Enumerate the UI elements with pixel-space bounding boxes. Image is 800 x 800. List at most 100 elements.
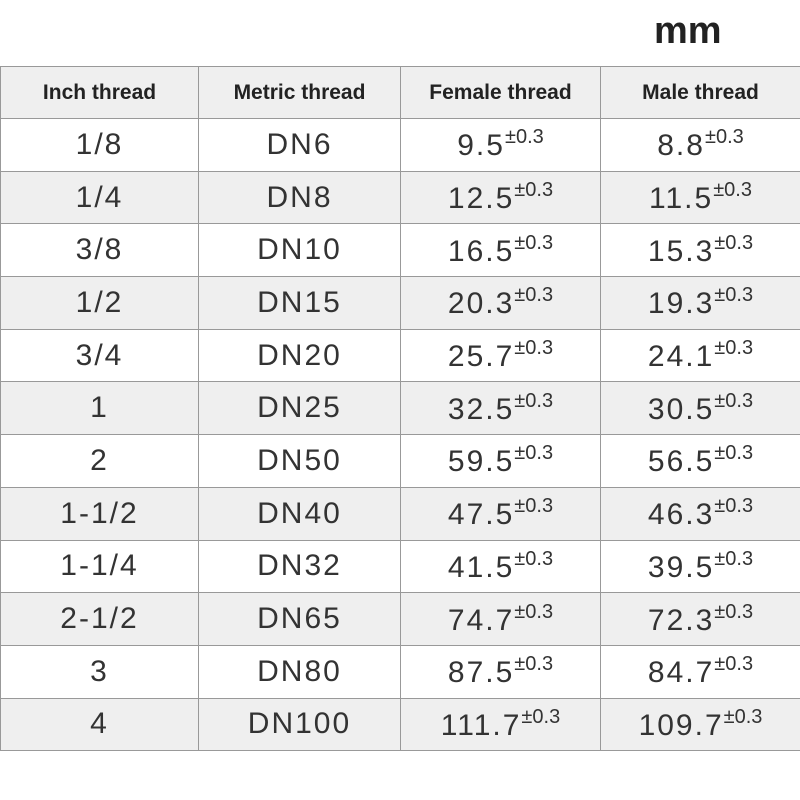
inch-cell: 1	[0, 381, 199, 436]
female-cell: 111.7±0.3	[400, 697, 601, 752]
male-tolerance: ±0.3	[714, 495, 754, 518]
male-value: 24.1	[647, 340, 715, 374]
female-cell: 20.3±0.3	[400, 276, 601, 330]
male-value: 72.3	[647, 603, 715, 637]
female-value: 25.7	[447, 340, 515, 374]
column-header: Metric thread	[198, 66, 401, 119]
column-header: Male thread	[600, 66, 800, 119]
metric-cell: DN40	[198, 486, 401, 541]
metric-cell: DN15	[198, 276, 401, 330]
male-tolerance: ±0.3	[713, 179, 752, 202]
female-value: 87.5	[447, 656, 515, 690]
table-row: 1/8 DN6 9.5±0.3 8.8±0.3	[0, 118, 800, 172]
metric-cell: DN8	[198, 170, 401, 225]
inch-cell: 2	[0, 434, 199, 488]
female-value: 59.5	[447, 445, 515, 479]
female-value: 16.5	[447, 234, 515, 268]
header-row: Inch thread Metric thread Female thread Mal…	[0, 66, 800, 119]
female-tolerance: ±0.3	[514, 547, 554, 570]
metric-cell: DN50	[198, 434, 401, 488]
male-value: 56.5	[647, 445, 715, 479]
table-row: 3/4 DN20 25.7±0.3 24.1±0.3	[0, 328, 800, 383]
column-header: Inch thread	[0, 66, 199, 119]
male-cell: 46.3±0.3	[600, 486, 800, 541]
male-value: 30.5	[647, 392, 715, 426]
female-tolerance: ±0.3	[514, 337, 554, 360]
metric-cell: DN100	[198, 697, 401, 752]
female-tolerance: ±0.3	[504, 126, 544, 149]
metric-cell: DN10	[198, 223, 401, 278]
table-row: 4 DN100 111.7±0.3 109.7±0.3	[0, 697, 800, 752]
female-tolerance: ±0.3	[514, 389, 554, 412]
female-value: 9.5	[457, 129, 505, 163]
inch-cell: 1/8	[0, 118, 199, 172]
female-cell: 16.5±0.3	[400, 223, 601, 278]
male-value: 15.3	[647, 234, 715, 268]
female-tolerance: ±0.3	[514, 495, 554, 518]
female-tolerance: ±0.3	[514, 284, 554, 307]
table-row: 1-1/4 DN32 41.5±0.3 39.5±0.3	[0, 539, 800, 594]
male-value: 84.7	[647, 656, 715, 690]
metric-cell: DN32	[198, 539, 401, 594]
table-row: 1/2 DN15 20.3±0.3 19.3±0.3	[0, 276, 800, 330]
inch-cell: 2-1/2	[0, 592, 199, 646]
female-tolerance: ±0.3	[514, 600, 554, 623]
female-tolerance: ±0.3	[521, 705, 561, 728]
female-value: 74.7	[447, 603, 515, 637]
metric-cell: DN20	[198, 328, 401, 383]
table-row: 1-1/2 DN40 47.5±0.3 46.3±0.3	[0, 486, 800, 541]
male-cell: 19.3±0.3	[600, 276, 800, 330]
female-tolerance: ±0.3	[514, 179, 554, 202]
metric-cell: DN25	[198, 381, 401, 436]
male-tolerance: ±0.3	[714, 442, 754, 465]
male-tolerance: ±0.3	[704, 126, 744, 149]
table-row: 2-1/2 DN65 74.7±0.3 72.3±0.3	[0, 592, 800, 646]
female-cell: 12.5±0.3	[400, 170, 601, 225]
male-tolerance: ±0.3	[714, 653, 754, 676]
metric-cell: DN80	[198, 644, 401, 699]
male-tolerance: ±0.3	[714, 547, 754, 570]
table-row: 1 DN25 32.5±0.3 30.5±0.3	[0, 381, 800, 436]
inch-cell: 1-1/2	[0, 486, 199, 541]
female-cell: 47.5±0.3	[400, 486, 601, 541]
male-cell: 24.1±0.3	[600, 328, 800, 383]
male-cell: 8.8±0.3	[600, 118, 800, 172]
female-cell: 74.7±0.3	[400, 592, 601, 646]
female-cell: 9.5±0.3	[400, 118, 601, 172]
thread-table: Inch thread Metric thread Female thread Mal…	[0, 66, 800, 752]
male-value: 19.3	[647, 287, 715, 321]
table-body: 1/8 DN6 9.5±0.3 8.8±0.3 1/4 DN8 12.5±0.3 11.5±0…	[0, 118, 800, 752]
male-value: 109.7	[638, 708, 724, 742]
male-tolerance: ±0.3	[714, 231, 754, 254]
female-cell: 41.5±0.3	[400, 539, 601, 594]
female-cell: 32.5±0.3	[400, 381, 601, 436]
column-header: Female thread	[400, 66, 601, 119]
inch-cell: 1-1/4	[0, 539, 199, 594]
inch-cell: 3/8	[0, 223, 199, 278]
male-value: 46.3	[647, 498, 715, 532]
female-value: 41.5	[447, 550, 515, 584]
male-tolerance: ±0.3	[714, 600, 754, 623]
metric-cell: DN65	[198, 592, 401, 646]
female-value: 47.5	[447, 498, 515, 532]
female-value: 32.5	[447, 392, 515, 426]
male-cell: 39.5±0.3	[600, 539, 800, 594]
male-cell: 72.3±0.3	[600, 592, 800, 646]
female-tolerance: ±0.3	[514, 653, 554, 676]
male-tolerance: ±0.3	[723, 705, 763, 728]
inch-cell: 1/4	[0, 170, 199, 225]
female-cell: 25.7±0.3	[400, 328, 601, 383]
male-cell: 11.5±0.3	[600, 170, 800, 225]
female-value: 12.5	[447, 182, 515, 216]
metric-cell: DN6	[198, 118, 401, 172]
male-tolerance: ±0.3	[714, 337, 754, 360]
male-cell: 109.7±0.3	[600, 697, 800, 752]
female-value: 111.7	[440, 708, 522, 742]
female-tolerance: ±0.3	[514, 442, 554, 465]
table-row: 1/4 DN8 12.5±0.3 11.5±0.3	[0, 170, 800, 225]
female-cell: 59.5±0.3	[400, 434, 601, 488]
female-value: 20.3	[447, 287, 515, 321]
unit-label: mm	[654, 10, 722, 52]
male-tolerance: ±0.3	[714, 389, 754, 412]
